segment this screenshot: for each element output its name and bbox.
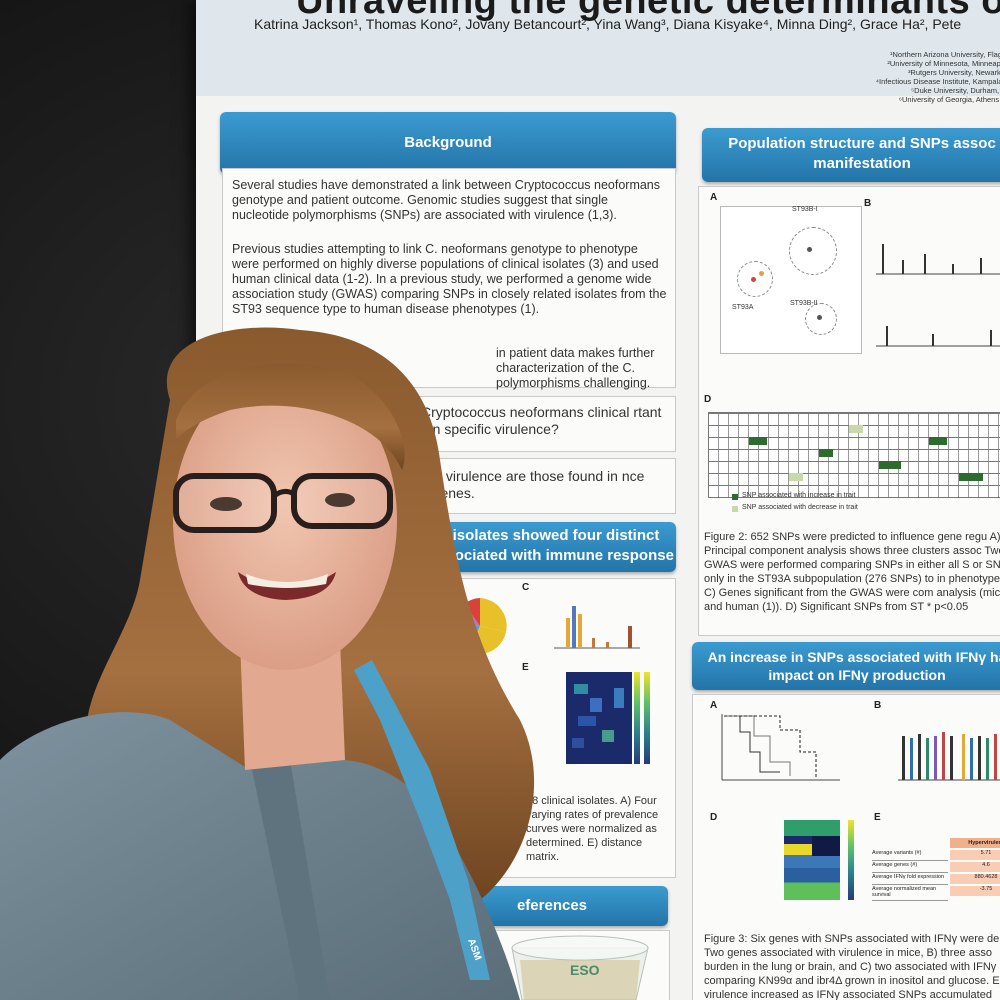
legend-entry: SNP associated with increase in trait [742,492,856,499]
panel-label: D [704,394,712,405]
legend-swatch [732,506,738,512]
poster-affiliations: ¹Northern Arizona University, Flagsta ²U… [876,50,1000,104]
panel-label: A [710,192,718,203]
question-1-text: Ps in Cryptococcus neoformans clinical r… [386,404,662,437]
affiliation: ³Rutgers University, Newark NJ [907,68,1000,77]
background-paragraph-3: in patient data makes further characteri… [496,346,655,390]
bar-chart-figure [554,606,640,649]
affiliation: ²University of Minnesota, Minneapolis [887,59,1000,68]
table-row-value: 4.6 [950,862,1000,872]
pie-chart-figure [453,598,507,655]
background-paragraph-1: Several studies have demonstrated a link… [232,178,661,222]
ifn-heading: An increase in SNPs associated with IFNγ… [692,642,1000,690]
panel-label: E [874,812,881,823]
heatmap-color-scale [634,672,640,764]
panel-label: B [864,198,872,209]
ifn-bar-chart-figure [898,732,1000,781]
heatmap-figure [566,672,632,764]
heatmap-color-scale [644,672,650,764]
panel-label: A [710,700,718,711]
poster-authors: Katrina Jackson¹, Thomas Kono², Jovany B… [254,16,962,32]
table-row-label: Average variants (#) [872,850,948,861]
question-2-text: ated with virulence are those found in n… [386,468,645,501]
section-2-caption: 38 clinical isolates. A) Four varying ra… [526,795,659,863]
references-panel [436,930,670,1000]
background-heading: Background [220,112,676,174]
snp-matrix-figure [708,412,1000,498]
poster-header [196,0,1000,96]
table-row-label: Average normalized mean survival [872,886,948,901]
cluster-label: ST93B-I [792,206,818,213]
heatmap-cell [812,836,840,856]
section-2-heading: isolates showed four distinct ssociated … [436,522,676,572]
table-row-label: Average genes (#) [872,862,948,873]
affiliation: ⁴Infectious Disease Institute, Kampala, … [875,77,1000,86]
panel-label: E [522,662,529,673]
figure-3-caption: Figure 3: Six genes with SNPs associated… [704,933,1000,1000]
manhattan-plot-figure [876,244,1000,347]
table-row-value: 880.4628 [950,874,1000,884]
gene-heatmap-figure [784,820,840,900]
table-header: Hypervirulent [950,838,1000,848]
table-row-value: -3.75 [950,886,1000,896]
panel-label: C [522,582,530,593]
research-poster: Unraveling the genetic determinants of v… [196,0,1000,1000]
panel-label: B [874,700,882,711]
legend-swatch [732,494,738,500]
affiliation: ⁶University of Georgia, Athens GA [898,95,1000,104]
table-row-value: 5.71 [950,850,1000,860]
cluster-label: ST93B-II [790,300,818,307]
survival-curve-figure [721,714,840,781]
heatmap-color-scale [848,820,854,900]
cluster-label: ST93A [732,304,754,311]
table-row-label: Average IFNγ fold expression [872,874,948,885]
affiliation: ¹Northern Arizona University, Flagsta [890,50,1000,59]
ifn-panel [692,694,1000,1000]
poster-title: Unraveling the genetic determinants of v… [296,0,1000,22]
affiliation: ⁵Duke University, Durham, NC [911,86,1000,95]
references-heading: eferences [436,886,668,926]
panel-label: D [710,812,718,823]
legend-entry: SNP associated with decrease in trait [742,504,858,511]
population-heading: Population structure and SNPs assoc mani… [702,128,1000,182]
pca-plot-figure [720,206,862,354]
hypervirulent-table: Hypervirulent Average variants (#) 5.71 … [872,838,1000,902]
figure-2-caption: Figure 2: 652 SNPs were predicted to inf… [704,531,1000,613]
background-paragraph-2: Previous studies attempting to link C. n… [232,242,667,316]
